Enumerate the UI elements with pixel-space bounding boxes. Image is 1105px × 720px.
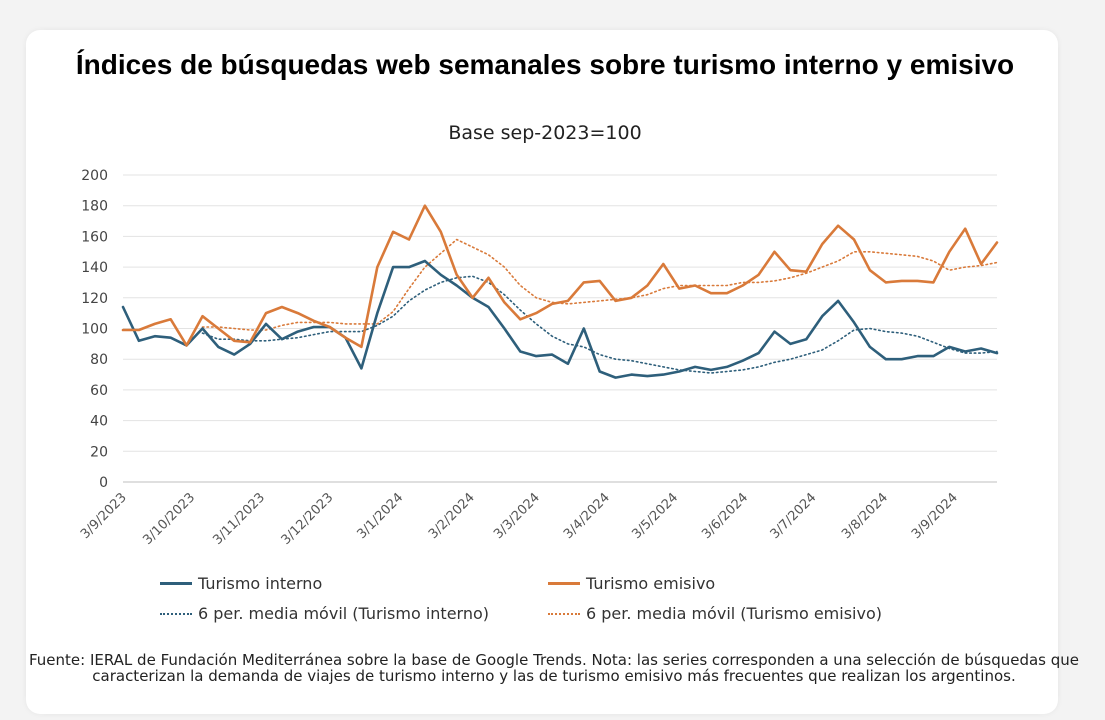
- y-tick-label: 20: [90, 444, 108, 460]
- x-tick-label: 3/3/2024: [491, 490, 543, 542]
- legend-label-emisivo-mm: 6 per. media móvil (Turismo emisivo): [586, 604, 882, 623]
- legend-label-interno-mm: 6 per. media móvil (Turismo interno): [198, 604, 490, 623]
- x-tick-label: 3/11/2023: [210, 490, 268, 548]
- x-tick-label: 3/5/2024: [629, 490, 681, 542]
- x-tick-label: 3/10/2023: [140, 490, 198, 548]
- y-tick-label: 80: [90, 352, 108, 368]
- legend-label-interno: Turismo interno: [198, 574, 323, 593]
- x-tick-label: 3/4/2024: [561, 490, 613, 542]
- x-tick-label: 3/6/2024: [699, 490, 751, 542]
- y-tick-label: 180: [81, 199, 108, 215]
- source-note: Fuente: IERAL de Fundación Mediterránea …: [28, 651, 1080, 685]
- x-tick-label: 3/2/2024: [426, 490, 478, 542]
- y-tick-label: 140: [81, 260, 108, 276]
- series-line-3: [201, 238, 998, 331]
- x-tick-label: 3/12/2023: [279, 490, 337, 548]
- series-line-0: [121, 259, 999, 379]
- x-tick-label: 3/1/2024: [354, 490, 406, 542]
- y-tick-label: 40: [90, 414, 108, 430]
- legend-item-interno: Turismo interno: [160, 574, 322, 593]
- series-line-1: [121, 204, 999, 349]
- y-tick-label: 0: [99, 475, 108, 491]
- legend-swatch-interno-mm: [160, 612, 192, 615]
- legend-swatch-emisivo-mm: [548, 612, 580, 615]
- x-tick-label: 3/9/2023: [78, 490, 130, 542]
- y-tick-label: 120: [81, 291, 108, 307]
- legend-item-emisivo: Turismo emisivo: [548, 574, 715, 593]
- legend-swatch-interno: [160, 582, 192, 585]
- chart-card: [26, 30, 1058, 714]
- legend-swatch-emisivo: [548, 582, 580, 585]
- x-tick-label: 3/7/2024: [768, 490, 820, 542]
- y-tick-label: 100: [81, 322, 108, 338]
- y-tick-label: 200: [81, 168, 108, 184]
- legend-item-emisivo-mm: 6 per. media móvil (Turismo emisivo): [548, 604, 882, 623]
- x-tick-label: 3/8/2024: [839, 490, 891, 542]
- y-tick-label: 160: [81, 229, 108, 245]
- legend-label-emisivo: Turismo emisivo: [586, 574, 716, 593]
- y-tick-label: 60: [90, 383, 108, 399]
- chart-title: Índices de búsquedas web semanales sobre…: [75, 49, 1015, 80]
- x-tick-label: 3/9/2024: [909, 490, 961, 542]
- chart-subtitle: Base sep-2023=100: [448, 122, 642, 144]
- legend-item-interno-mm: 6 per. media móvil (Turismo interno): [160, 604, 489, 623]
